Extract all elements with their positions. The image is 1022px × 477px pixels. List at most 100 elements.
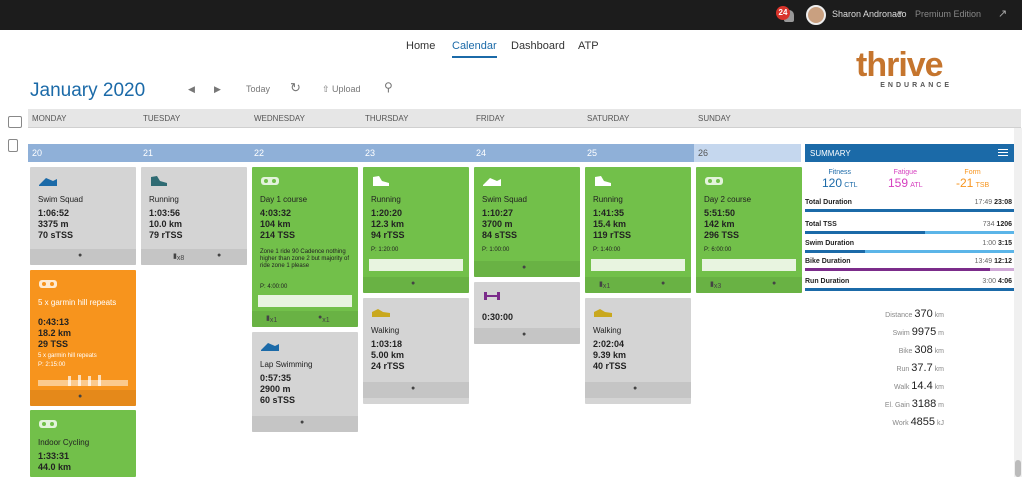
workout-card-swim-squad[interactable]: Swim Squad 1:10:27 3700 m 84 sTSS P: 1:0… bbox=[474, 167, 580, 277]
workout-card-running[interactable]: Running 1:20:20 12.3 km 94 rTSS P: 1:20:… bbox=[363, 167, 469, 293]
bike-icon bbox=[39, 280, 57, 288]
summary-row-total-duration: Total Duration 17:49 23:08 bbox=[805, 199, 1014, 215]
weekly-summary-panel: SUMMARY bbox=[805, 144, 1014, 444]
workout-card-running[interactable]: Running 1:03:56 10.0 km 79 rTSS ▮ x8 ● bbox=[141, 167, 247, 265]
workout-stats: 1:41:35 15.4 km 119 rTSS bbox=[593, 208, 631, 241]
workout-card-hill-repeats[interactable]: 5 x garmin hill repeats 0:43:13 18.2 km … bbox=[30, 270, 136, 406]
run-duration-bar bbox=[805, 288, 1014, 291]
card-footer: ● bbox=[474, 261, 580, 277]
card-footer: ▮ x3 ● bbox=[696, 277, 802, 293]
weekday-header: MONDAY TUESDAY WEDNESDAY THURSDAY FRIDAY… bbox=[28, 109, 1021, 128]
user-menu-chevron-down-icon[interactable]: ▼ bbox=[896, 9, 904, 18]
swim-duration-bar-extra bbox=[865, 250, 1014, 253]
total-unit: km bbox=[934, 366, 944, 373]
scrollbar-thumb[interactable] bbox=[1015, 460, 1021, 477]
workout-stats: 1:10:27 3700 m 84 sTSS bbox=[482, 208, 517, 241]
workout-title: Indoor Cycling bbox=[38, 438, 90, 447]
main-nav: Home Calendar Dashboard ATP bbox=[0, 40, 1022, 62]
nav-dashboard[interactable]: Dashboard bbox=[511, 40, 565, 52]
summary-row-label: Total Duration bbox=[805, 199, 852, 206]
workout-title: Day 2 course bbox=[704, 195, 752, 204]
upload-button[interactable]: ⇧ Upload bbox=[322, 84, 361, 94]
today-button[interactable]: Today bbox=[246, 84, 271, 94]
comment-icon[interactable]: ● bbox=[633, 385, 638, 392]
fitness-unit: CTL bbox=[844, 182, 858, 189]
notification-count-badge[interactable]: 24 bbox=[776, 6, 790, 20]
date-row: 20 21 22 23 24 25 26 bbox=[28, 144, 801, 162]
book-icon[interactable] bbox=[8, 116, 22, 128]
bike-duration-bar-remaining bbox=[990, 268, 1014, 271]
shoe-count[interactable]: ▮ x1 bbox=[599, 281, 611, 290]
summary-menu-icon[interactable] bbox=[998, 149, 1008, 150]
nav-home[interactable]: Home bbox=[406, 40, 436, 52]
notes-icon[interactable] bbox=[8, 139, 18, 152]
comment-icon[interactable]: ● bbox=[411, 385, 416, 392]
comment-icon[interactable]: ● bbox=[78, 252, 83, 259]
workout-card-swim-squad[interactable]: Swim Squad 1:06:52 3375 m 70 sTSS ● bbox=[30, 167, 136, 265]
shoe-count[interactable]: ▮ x3 bbox=[710, 281, 722, 290]
vertical-scrollbar[interactable] bbox=[1014, 128, 1022, 477]
weekday-label: WEDNESDAY bbox=[254, 114, 305, 123]
total-label: Swim bbox=[892, 330, 910, 337]
card-footer: ● bbox=[363, 277, 469, 293]
comment-icon[interactable]: ● bbox=[300, 419, 305, 426]
total-elevation-gain: El. Gain 3188 m bbox=[885, 398, 944, 410]
fatigue-unit: ATL bbox=[910, 182, 923, 189]
swim-icon bbox=[39, 178, 57, 186]
total-value: 370 bbox=[914, 308, 933, 320]
workout-tss: 40 rTSS bbox=[593, 361, 627, 371]
workout-distance: 104 km bbox=[260, 219, 291, 229]
nav-atp[interactable]: ATP bbox=[578, 40, 599, 52]
summary-row-bike-duration: Bike Duration 13:49 12:12 bbox=[805, 258, 1014, 274]
shoe-count[interactable]: ▮ x1 bbox=[266, 315, 278, 324]
workout-title: Running bbox=[149, 195, 179, 204]
expand-icon[interactable]: ↗ bbox=[998, 8, 1008, 20]
comment-icon[interactable]: ● bbox=[522, 331, 527, 338]
bike-icon bbox=[39, 420, 57, 428]
weekday-label: SATURDAY bbox=[587, 114, 630, 123]
weekday-label: TUESDAY bbox=[143, 114, 181, 123]
workout-distance: 2900 m bbox=[260, 384, 291, 394]
workout-card-walking[interactable]: Walking 2:02:04 9.39 km 40 rTSS ● bbox=[585, 298, 691, 404]
comment-icon[interactable]: ● bbox=[411, 280, 416, 287]
workout-card-strength[interactable]: 0:30:00 ● bbox=[474, 282, 580, 344]
workout-card-running[interactable]: Running 1:41:35 15.4 km 119 rTSS P: 1:40… bbox=[585, 167, 691, 293]
search-icon[interactable]: ⚲ bbox=[384, 80, 393, 94]
nav-calendar[interactable]: Calendar bbox=[452, 40, 497, 58]
next-month-icon[interactable]: ▶ bbox=[214, 84, 221, 94]
weekday-label: FRIDAY bbox=[476, 114, 505, 123]
workout-card-walking[interactable]: Walking 1:03:18 5.00 km 24 rTSS ● bbox=[363, 298, 469, 404]
workout-card-indoor-cycling[interactable]: Indoor Cycling 1:33:31 44.0 km bbox=[30, 410, 136, 477]
summary-row-label: Swim Duration bbox=[805, 240, 855, 247]
planned-duration: P: 1:00:00 bbox=[482, 247, 510, 253]
prev-month-icon[interactable]: ◀ bbox=[188, 84, 195, 94]
card-footer: ● bbox=[30, 249, 136, 265]
comment-count[interactable]: ● x1 bbox=[318, 314, 330, 324]
comment-icon[interactable]: ● bbox=[217, 252, 222, 259]
comment-icon[interactable]: ● bbox=[772, 280, 777, 287]
workout-tss: 70 sTSS bbox=[38, 230, 74, 240]
workout-title: Swim Squad bbox=[38, 195, 83, 204]
workout-card-day1-course[interactable]: Day 1 course 4:03:32 104 km 214 TSS Zone… bbox=[252, 167, 358, 327]
workout-stats: 0:57:35 2900 m 60 sTSS bbox=[260, 373, 295, 406]
workout-card-day2-course[interactable]: Day 2 course 5:51:50 142 km 296 TSS P: 6… bbox=[696, 167, 802, 293]
bike-duration-bar bbox=[805, 268, 990, 271]
total-label: Work bbox=[892, 420, 909, 427]
workout-stats: 0:43:13 18.2 km 29 TSS bbox=[38, 317, 71, 350]
user-name[interactable]: Sharon Andronaco bbox=[832, 9, 907, 19]
card-footer: ▮ x1 ● bbox=[585, 277, 691, 293]
compliance-bar bbox=[258, 295, 352, 307]
total-unit: m bbox=[938, 330, 944, 337]
workout-card-lap-swimming[interactable]: Lap Swimming 0:57:35 2900 m 60 sTSS ● bbox=[252, 332, 358, 432]
refresh-icon[interactable]: ↻ bbox=[290, 80, 301, 95]
workout-stats: 1:03:18 5.00 km 24 rTSS bbox=[371, 339, 405, 372]
total-distance: Distance 370 km bbox=[885, 308, 944, 320]
comment-icon[interactable]: ● bbox=[661, 280, 666, 287]
workout-stats: 0:30:00 bbox=[482, 312, 513, 323]
comment-icon[interactable]: ● bbox=[522, 264, 527, 271]
workout-duration: 2:02:04 bbox=[593, 339, 625, 349]
comment-icon[interactable]: ● bbox=[78, 393, 83, 400]
shoe-count[interactable]: ▮ x8 bbox=[173, 253, 185, 262]
total-value: 14.4 bbox=[911, 380, 933, 392]
avatar[interactable] bbox=[806, 5, 826, 25]
